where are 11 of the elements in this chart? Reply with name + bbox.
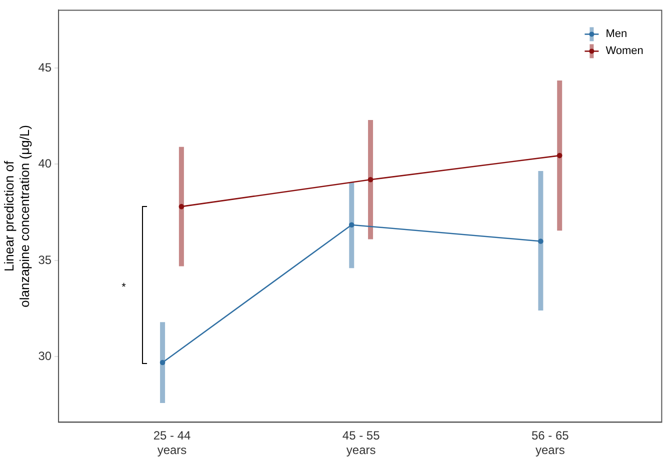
x-tick-label: 56 - 65 years <box>531 428 570 458</box>
y-tick-label: 45 <box>38 60 52 74</box>
y-axis-title: Linear prediction of olanzapine concentration (μg/L) <box>1 125 32 308</box>
x-tick-label: 25 - 44 years <box>153 428 191 458</box>
legend-label: Men <box>606 28 628 40</box>
x-tick-label: 45 - 55 years <box>342 428 380 458</box>
y-tick-label: 30 <box>38 349 52 364</box>
annotation: * <box>122 282 127 294</box>
y-tick-label: 35 <box>38 252 52 267</box>
y-tick-label: 40 <box>38 156 52 171</box>
legend-label: Women <box>606 45 644 58</box>
